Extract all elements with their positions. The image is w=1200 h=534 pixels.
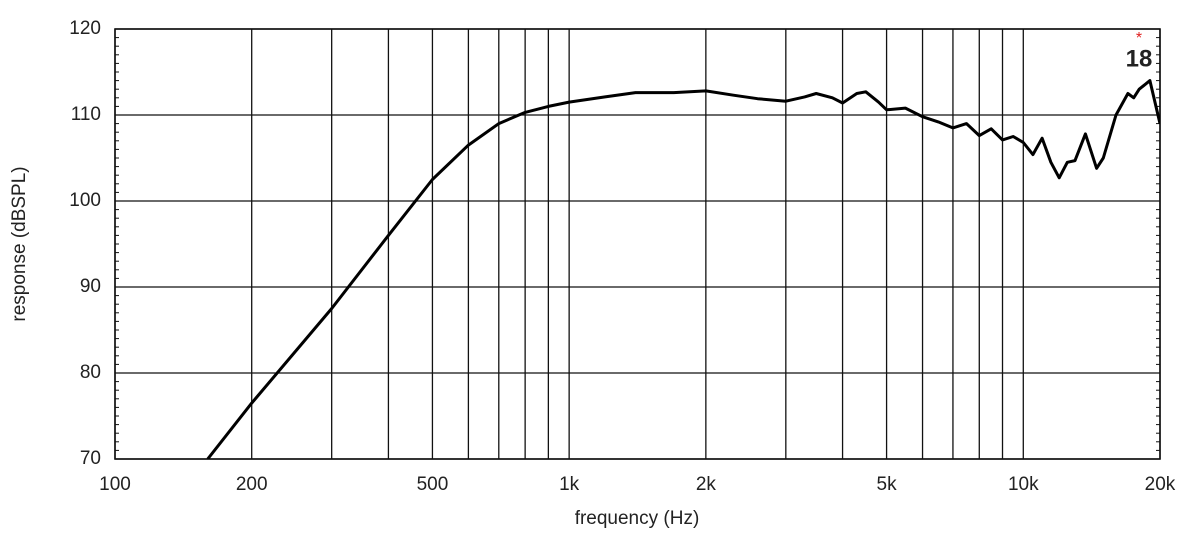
- x-tick-label: 20k: [1145, 474, 1176, 495]
- x-tick-label: 500: [417, 474, 449, 495]
- y-axis-label: response (dBSPL): [9, 166, 30, 321]
- logo: 18: [1126, 45, 1153, 72]
- y-tick-label: 100: [69, 190, 101, 211]
- x-tick-label: 1k: [559, 474, 580, 495]
- x-tick-label: 2k: [696, 474, 717, 495]
- x-tick-label: 10k: [1008, 474, 1039, 495]
- x-tick-label: 200: [236, 474, 268, 495]
- logo-star: *: [1136, 30, 1142, 47]
- y-tick-label: 70: [80, 448, 101, 469]
- y-tick-label: 120: [69, 18, 101, 39]
- y-tick-label: 90: [80, 276, 101, 297]
- x-tick-label: 5k: [877, 474, 898, 495]
- y-tick-label: 110: [71, 104, 101, 125]
- y-tick-label: 80: [80, 362, 101, 383]
- x-axis-label: frequency (Hz): [575, 508, 700, 529]
- response-curve: [206, 79, 1160, 459]
- plot-frame: [114, 28, 1161, 460]
- x-tick-label: 100: [99, 474, 131, 495]
